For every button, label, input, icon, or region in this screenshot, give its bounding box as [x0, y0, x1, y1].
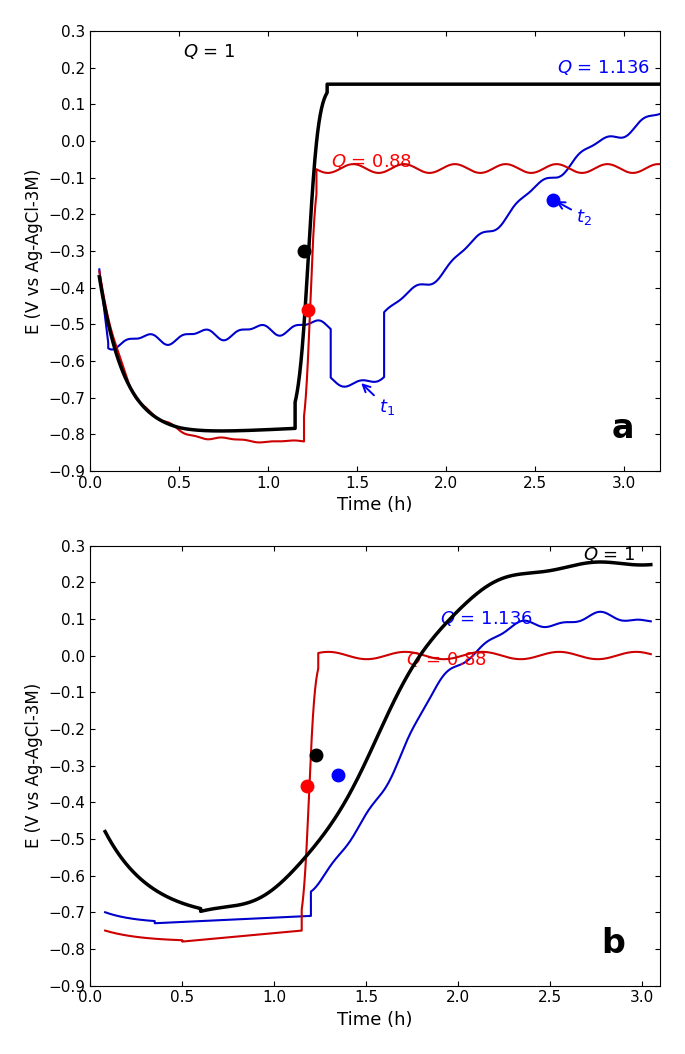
- Y-axis label: E (V vs Ag-AgCl-3M): E (V vs Ag-AgCl-3M): [25, 169, 43, 334]
- X-axis label: Time (h): Time (h): [338, 1011, 413, 1029]
- Text: $t_1$: $t_1$: [363, 385, 395, 417]
- Text: $Q$ = 1: $Q$ = 1: [183, 42, 236, 61]
- Text: $Q$ = 0.88: $Q$ = 0.88: [406, 649, 488, 668]
- Text: $Q$ = 1.136: $Q$ = 1.136: [557, 58, 650, 77]
- X-axis label: Time (h): Time (h): [338, 496, 413, 514]
- Text: $Q$ = 1.136: $Q$ = 1.136: [440, 609, 532, 628]
- Text: a: a: [612, 412, 634, 445]
- Y-axis label: E (V vs Ag-AgCl-3M): E (V vs Ag-AgCl-3M): [25, 683, 43, 848]
- Text: b: b: [601, 926, 625, 959]
- Text: $Q$ = 1: $Q$ = 1: [583, 545, 635, 564]
- Text: $Q$ = 0.88: $Q$ = 0.88: [331, 152, 412, 171]
- Text: $t_2$: $t_2$: [558, 202, 592, 227]
